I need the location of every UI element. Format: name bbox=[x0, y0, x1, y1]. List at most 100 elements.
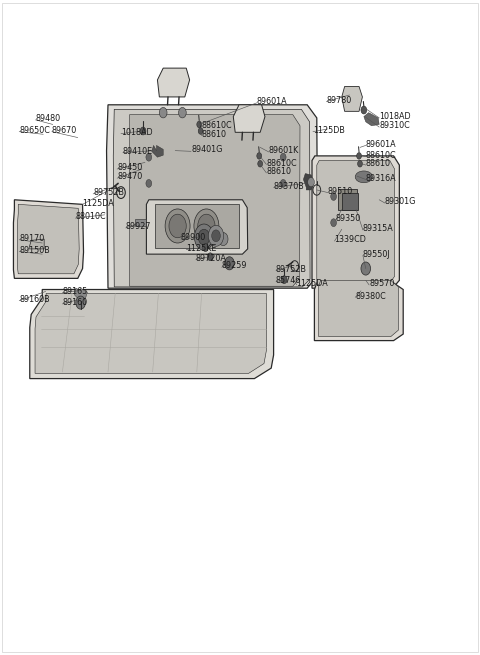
Text: 89720A: 89720A bbox=[196, 253, 227, 263]
Polygon shape bbox=[17, 204, 79, 274]
Text: 85746: 85746 bbox=[276, 276, 301, 285]
Circle shape bbox=[76, 296, 85, 309]
Text: 89315A: 89315A bbox=[363, 224, 394, 233]
Circle shape bbox=[331, 193, 336, 200]
Circle shape bbox=[146, 153, 152, 161]
Text: 89927: 89927 bbox=[126, 222, 151, 231]
Polygon shape bbox=[30, 290, 274, 379]
FancyBboxPatch shape bbox=[338, 189, 357, 210]
Circle shape bbox=[236, 107, 244, 118]
Text: 1018AD: 1018AD bbox=[379, 112, 411, 121]
Circle shape bbox=[159, 107, 167, 118]
Text: 1125KE: 1125KE bbox=[186, 244, 216, 253]
Polygon shape bbox=[155, 204, 239, 248]
Circle shape bbox=[280, 153, 286, 161]
Circle shape bbox=[281, 276, 287, 284]
Text: 89470: 89470 bbox=[117, 172, 143, 181]
Text: 89650C: 89650C bbox=[19, 126, 50, 135]
Polygon shape bbox=[113, 109, 310, 287]
Text: 1125DA: 1125DA bbox=[297, 279, 328, 288]
Text: 88610C: 88610C bbox=[202, 121, 232, 130]
Circle shape bbox=[308, 178, 314, 187]
Circle shape bbox=[179, 107, 186, 118]
Text: 88610: 88610 bbox=[202, 130, 227, 139]
Text: 1125DB: 1125DB bbox=[313, 126, 345, 135]
Text: 89150B: 89150B bbox=[19, 246, 50, 255]
Circle shape bbox=[225, 257, 234, 270]
Circle shape bbox=[146, 179, 152, 187]
Circle shape bbox=[194, 224, 214, 250]
Circle shape bbox=[255, 107, 263, 118]
Polygon shape bbox=[312, 156, 399, 288]
Text: 89170: 89170 bbox=[19, 234, 45, 243]
Polygon shape bbox=[314, 283, 403, 341]
Text: 88610: 88610 bbox=[366, 159, 391, 168]
Text: 89510: 89510 bbox=[328, 187, 353, 196]
Text: 1125DA: 1125DA bbox=[83, 198, 114, 208]
Circle shape bbox=[194, 209, 219, 243]
Polygon shape bbox=[13, 200, 84, 278]
Circle shape bbox=[280, 179, 286, 187]
Circle shape bbox=[258, 160, 263, 167]
Text: 88610C: 88610C bbox=[266, 159, 297, 168]
Circle shape bbox=[212, 230, 220, 242]
Text: 89370B: 89370B bbox=[274, 181, 304, 191]
Circle shape bbox=[208, 225, 224, 246]
Polygon shape bbox=[233, 105, 265, 132]
Text: 1018AD: 1018AD bbox=[121, 128, 153, 137]
Text: 1339CD: 1339CD bbox=[335, 235, 366, 244]
Text: 89401G: 89401G bbox=[191, 145, 222, 155]
Polygon shape bbox=[317, 160, 395, 284]
Polygon shape bbox=[303, 174, 314, 190]
Circle shape bbox=[218, 233, 228, 246]
Text: 89601A: 89601A bbox=[366, 140, 396, 149]
Polygon shape bbox=[29, 239, 44, 249]
Text: 89350: 89350 bbox=[336, 214, 361, 223]
Text: 89410E: 89410E bbox=[123, 147, 153, 156]
Text: 89900: 89900 bbox=[181, 233, 206, 242]
Polygon shape bbox=[364, 113, 379, 126]
Text: 89259: 89259 bbox=[222, 261, 247, 271]
Circle shape bbox=[207, 253, 213, 261]
Circle shape bbox=[257, 153, 262, 159]
Text: 88010C: 88010C bbox=[75, 212, 106, 221]
Text: 89780: 89780 bbox=[326, 96, 352, 105]
FancyBboxPatch shape bbox=[135, 219, 146, 226]
Circle shape bbox=[203, 244, 208, 252]
Circle shape bbox=[357, 153, 361, 159]
Circle shape bbox=[165, 209, 190, 243]
Text: 89160: 89160 bbox=[62, 298, 87, 307]
Text: 88610: 88610 bbox=[266, 167, 291, 176]
Circle shape bbox=[140, 127, 146, 135]
Polygon shape bbox=[157, 68, 190, 97]
Polygon shape bbox=[74, 288, 87, 300]
Circle shape bbox=[197, 121, 202, 128]
Text: 89752B: 89752B bbox=[276, 265, 307, 274]
Text: 89570: 89570 bbox=[369, 279, 395, 288]
Text: 89310C: 89310C bbox=[379, 121, 410, 130]
Polygon shape bbox=[107, 105, 318, 288]
Circle shape bbox=[358, 160, 362, 167]
Polygon shape bbox=[130, 115, 300, 286]
Polygon shape bbox=[146, 200, 248, 254]
Text: 89550J: 89550J bbox=[363, 250, 391, 259]
Circle shape bbox=[198, 128, 203, 134]
Text: 89316A: 89316A bbox=[366, 174, 396, 183]
Polygon shape bbox=[319, 280, 398, 337]
Circle shape bbox=[198, 229, 210, 245]
Polygon shape bbox=[152, 145, 163, 157]
Text: 89480: 89480 bbox=[36, 114, 60, 123]
Text: 89601K: 89601K bbox=[269, 146, 299, 155]
Polygon shape bbox=[35, 293, 266, 373]
FancyBboxPatch shape bbox=[342, 193, 358, 210]
Text: 89670: 89670 bbox=[52, 126, 77, 135]
Circle shape bbox=[361, 106, 367, 114]
Text: 89601A: 89601A bbox=[257, 97, 288, 106]
Circle shape bbox=[169, 214, 186, 238]
Text: 89165: 89165 bbox=[62, 287, 88, 296]
Circle shape bbox=[331, 219, 336, 227]
Circle shape bbox=[361, 262, 371, 275]
Text: 89380C: 89380C bbox=[355, 291, 386, 301]
Text: 89301G: 89301G bbox=[385, 197, 416, 206]
Text: 88610C: 88610C bbox=[366, 151, 396, 160]
